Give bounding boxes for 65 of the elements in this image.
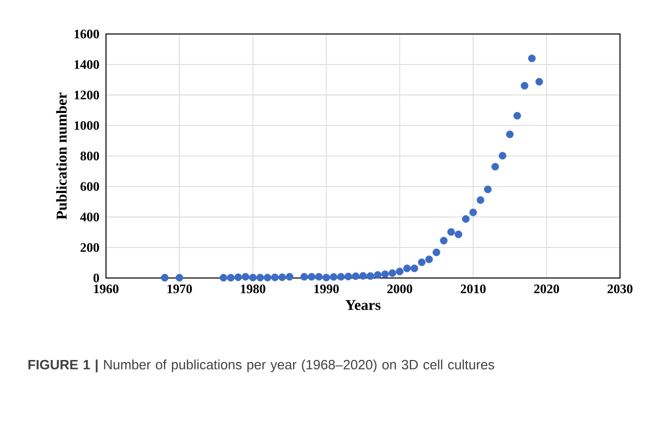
point <box>337 272 345 281</box>
point <box>388 269 396 277</box>
y-tick-label: 600 <box>80 182 99 191</box>
point <box>352 272 360 280</box>
point <box>227 274 235 282</box>
point <box>308 272 316 281</box>
point <box>176 274 184 282</box>
point <box>264 274 272 282</box>
point <box>242 272 250 281</box>
x-tick-label: 2020 <box>534 284 560 294</box>
point <box>271 274 279 282</box>
point <box>432 248 440 256</box>
y-tick-label: 1600 <box>74 30 99 38</box>
y-tick-label: 400 <box>80 212 99 222</box>
point <box>403 264 411 272</box>
x-tick-label: 1990 <box>314 284 339 294</box>
point <box>535 78 544 86</box>
point <box>315 272 323 281</box>
point <box>396 268 404 276</box>
point <box>418 258 426 266</box>
point <box>286 272 294 281</box>
x-tick-label: 2000 <box>387 284 412 294</box>
point <box>447 228 455 236</box>
y-tick-label: 200 <box>80 243 99 252</box>
point <box>528 54 536 62</box>
point <box>381 270 389 278</box>
point <box>506 130 514 138</box>
point <box>374 271 382 279</box>
point <box>498 152 506 160</box>
x-tick-label: 2030 <box>608 284 632 294</box>
x-tick-label: 1980 <box>240 284 266 294</box>
x-tick-label: 1960 <box>94 284 118 294</box>
point <box>330 273 338 281</box>
point <box>359 272 367 280</box>
point <box>476 196 484 204</box>
point <box>220 274 228 282</box>
point <box>425 256 433 264</box>
y-tick-label: 800 <box>80 152 99 160</box>
point <box>300 272 308 281</box>
point <box>484 186 492 194</box>
x-tick-label: 1970 <box>168 284 192 294</box>
x-tick-label: 2010 <box>460 284 486 294</box>
point <box>234 273 242 282</box>
point <box>462 215 470 223</box>
point <box>160 274 169 282</box>
y-axis-title: Publication number <box>56 92 67 220</box>
point <box>513 112 522 120</box>
point <box>440 236 448 244</box>
point <box>322 274 330 282</box>
point <box>491 162 499 170</box>
y-tick-label: 1400 <box>74 60 99 69</box>
y-tick-label: 0 <box>94 274 99 282</box>
text: FIGURE 1 | Number of publications per year (1968–2020) on 3D cell cultures <box>28 360 494 372</box>
point <box>366 272 374 280</box>
point <box>469 208 477 216</box>
y-tick-label: 1200 <box>74 90 99 100</box>
point <box>454 230 462 238</box>
point <box>278 273 286 282</box>
point <box>410 264 418 272</box>
point <box>344 272 352 280</box>
point <box>520 82 528 90</box>
point <box>249 274 257 282</box>
point <box>256 274 264 282</box>
x-axis-title: Years <box>345 300 380 310</box>
y-tick-label: 1000 <box>74 121 99 130</box>
